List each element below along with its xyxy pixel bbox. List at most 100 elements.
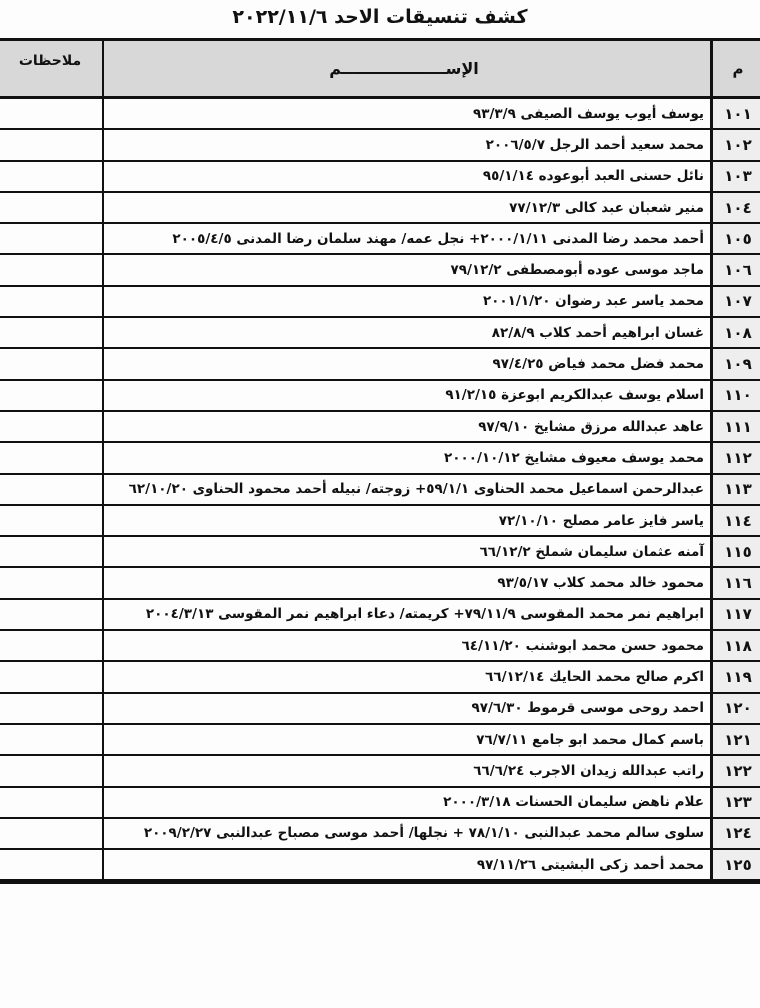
row-notes xyxy=(0,819,102,848)
row-name: راتب عبدالله زيدان الاجرب ٦٦/٦/٢٤ xyxy=(102,756,710,786)
row-name: باسم كمال محمد ابو جامع ٧٦/٧/١١ xyxy=(102,724,710,755)
row-notes xyxy=(0,537,102,566)
row-name: عاهد عبدالله مرزق مشايخ ٩٧/٩/١٠ xyxy=(102,411,710,442)
row-notes xyxy=(0,162,102,191)
row-notes xyxy=(0,130,102,159)
table-row: ١٢٠ احمد روحى موسى قرموط ٩٧/٦/٣٠ xyxy=(0,693,760,725)
table-row: ١٠٢ محمد سعيد أحمد الرجل ٢٠٠٦/٥/٧ xyxy=(0,130,760,162)
row-notes xyxy=(0,99,102,128)
table-row: ١١٦ محمود خالد محمد كلاب ٩٣/٥/١٧ xyxy=(0,568,760,600)
row-name: أحمد محمد رضا المدنى ٢٠٠٠/١/١١+ نجل عمه/… xyxy=(102,224,710,254)
row-number: ١١١ xyxy=(710,411,760,442)
row-number: ١٢٣ xyxy=(710,787,760,817)
row-name: محمود خالد محمد كلاب ٩٣/٥/١٧ xyxy=(102,568,710,598)
row-number: ١١٧ xyxy=(710,599,760,630)
row-number: ١٠٦ xyxy=(710,255,760,285)
table-row: ١١٤ ياسر فايز عامر مصلح ٧٢/١٠/١٠ xyxy=(0,505,760,538)
table-row: ١٢٥ محمد أحمد زكى البشيتى ٩٧/١١/٢٦ xyxy=(0,850,760,882)
row-number: ١٠٥ xyxy=(710,224,760,254)
row-notes xyxy=(0,788,102,817)
row-number: ١٠٨ xyxy=(710,318,760,348)
table-row: ١٠٨ غسان ابراهيم أحمد كلاب ٨٢/٨/٩ xyxy=(0,318,760,350)
table-row: ١١٧ ابراهيم نمر محمد المقوسى ٧٩/١١/٩+ كري… xyxy=(0,599,760,632)
table-body: ١٠١ يوسف أيوب يوسف الصيفى ٩٣/٣/٩ ١٠٢ محمد س… xyxy=(0,99,760,882)
header-name: الإســـــــــــــــــــم xyxy=(102,41,710,96)
row-notes xyxy=(0,631,102,660)
table-row: ١٢٣ علام ناهض سليمان الحسنات ٢٠٠٠/٣/١٨ xyxy=(0,787,760,819)
row-name: احمد روحى موسى قرموط ٩٧/٦/٣٠ xyxy=(102,693,710,723)
row-notes xyxy=(0,506,102,535)
row-notes xyxy=(0,349,102,378)
row-number: ١٢٥ xyxy=(710,850,760,880)
row-number: ١١٨ xyxy=(710,631,760,661)
row-number: ١١٥ xyxy=(710,537,760,567)
row-name: محمد فضل محمد فياض ٩٧/٤/٢٥ xyxy=(102,349,710,379)
table-row: ١٢٢ راتب عبدالله زيدان الاجرب ٦٦/٦/٢٤ xyxy=(0,756,760,788)
row-name: علام ناهض سليمان الحسنات ٢٠٠٠/٣/١٨ xyxy=(102,787,710,817)
row-name: محمد يوسف معيوف مشايخ ٢٠٠٠/١٠/١٢ xyxy=(102,443,710,473)
row-number: ١٢١ xyxy=(710,724,760,755)
table-row: ١٠٥ أحمد محمد رضا المدنى ٢٠٠٠/١/١١+ نجل ع… xyxy=(0,224,760,256)
table-row: ١٢١ باسم كمال محمد ابو جامع ٧٦/٧/١١ xyxy=(0,724,760,757)
row-notes xyxy=(0,568,102,597)
row-number: ١٢٤ xyxy=(710,818,760,849)
row-notes xyxy=(0,443,102,472)
row-number: ١١٢ xyxy=(710,443,760,473)
row-number: ١٢٠ xyxy=(710,693,760,723)
header-notes: ملاحظات xyxy=(0,41,102,96)
row-number: ١٠٩ xyxy=(710,349,760,379)
row-name: ابراهيم نمر محمد المقوسى ٧٩/١١/٩+ كريمته… xyxy=(102,599,710,630)
header-number: م xyxy=(710,41,760,96)
row-notes xyxy=(0,193,102,222)
row-notes xyxy=(0,756,102,785)
table-row: ١٠٦ ماجد موسى عوده أبومصطفى ٧٩/١٢/٢ xyxy=(0,255,760,287)
table-row: ١١٩ اكرم صالح محمد الحايك ٦٦/١٢/١٤ xyxy=(0,662,760,694)
table-row: ١١٥ آمنه عثمان سليمان شملخ ٦٦/١٢/٢ xyxy=(0,537,760,569)
row-number: ١٠٤ xyxy=(710,192,760,223)
row-name: يوسف أيوب يوسف الصيفى ٩٣/٣/٩ xyxy=(102,99,710,129)
row-number: ١٢٢ xyxy=(710,756,760,786)
row-notes xyxy=(0,850,102,879)
row-notes xyxy=(0,381,102,410)
row-notes xyxy=(0,662,102,691)
row-number: ١٠٢ xyxy=(710,130,760,160)
row-name: محمود حسن محمد ابوشنب ٦٤/١١/٢٠ xyxy=(102,631,710,661)
row-notes xyxy=(0,318,102,347)
table-header-row: م الإســـــــــــــــــــم ملاحظات xyxy=(0,41,760,99)
row-name: سلوى سالم محمد عبدالنبى ٧٨/١/١٠ + نجلها/… xyxy=(102,818,710,849)
row-name: نائل حسنى العبد أبوعوده ٩٥/١/١٤ xyxy=(102,161,710,191)
table-row: ١١١ عاهد عبدالله مرزق مشايخ ٩٧/٩/١٠ xyxy=(0,411,760,444)
table-row: ١١٨ محمود حسن محمد ابوشنب ٦٤/١١/٢٠ xyxy=(0,631,760,663)
row-notes xyxy=(0,475,102,504)
row-name: ياسر فايز عامر مصلح ٧٢/١٠/١٠ xyxy=(102,505,710,536)
row-number: ١١٣ xyxy=(710,474,760,504)
table-row: ١٠٤ منير شعبان عبد كالى ٧٧/١٢/٣ xyxy=(0,192,760,225)
row-name: محمد سعيد أحمد الرجل ٢٠٠٦/٥/٧ xyxy=(102,130,710,160)
row-notes xyxy=(0,694,102,723)
row-name: آمنه عثمان سليمان شملخ ٦٦/١٢/٢ xyxy=(102,537,710,567)
row-number: ١١٩ xyxy=(710,662,760,692)
table-row: ١١٢ محمد يوسف معيوف مشايخ ٢٠٠٠/١٠/١٢ xyxy=(0,443,760,475)
row-notes xyxy=(0,224,102,253)
row-number: ١١٦ xyxy=(710,568,760,598)
row-name: محمد أحمد زكى البشيتى ٩٧/١١/٢٦ xyxy=(102,850,710,880)
table-row: ١١٣ عبدالرحمن اسماعيل محمد الحناوى ٥٩/١/١… xyxy=(0,474,760,506)
row-notes xyxy=(0,600,102,629)
row-name: اسلام يوسف عبدالكريم ابوعزة ٩١/٢/١٥ xyxy=(102,380,710,410)
row-name: محمد ياسر عبد رضوان ٢٠٠١/١/٢٠ xyxy=(102,286,710,317)
row-name: ماجد موسى عوده أبومصطفى ٧٩/١٢/٢ xyxy=(102,255,710,285)
row-name: عبدالرحمن اسماعيل محمد الحناوى ٥٩/١/١+ ز… xyxy=(102,474,710,504)
table-row: ١٠٩ محمد فضل محمد فياض ٩٧/٤/٢٥ xyxy=(0,349,760,381)
row-notes xyxy=(0,287,102,316)
row-notes xyxy=(0,725,102,754)
row-number: ١٠١ xyxy=(710,99,760,129)
row-number: ١٠٣ xyxy=(710,161,760,191)
row-name: غسان ابراهيم أحمد كلاب ٨٢/٨/٩ xyxy=(102,318,710,348)
table-row: ١٠١ يوسف أيوب يوسف الصيفى ٩٣/٣/٩ xyxy=(0,99,760,131)
row-notes xyxy=(0,412,102,441)
document-title: كشف تنسيقات الاحد ٢٠٢٢/١١/٦ xyxy=(232,6,528,28)
row-number: ١٠٧ xyxy=(710,286,760,317)
row-number: ١١٠ xyxy=(710,380,760,410)
row-name: منير شعبان عبد كالى ٧٧/١٢/٣ xyxy=(102,192,710,223)
table-row: ١٢٤ سلوى سالم محمد عبدالنبى ٧٨/١/١٠ + نجل… xyxy=(0,818,760,851)
